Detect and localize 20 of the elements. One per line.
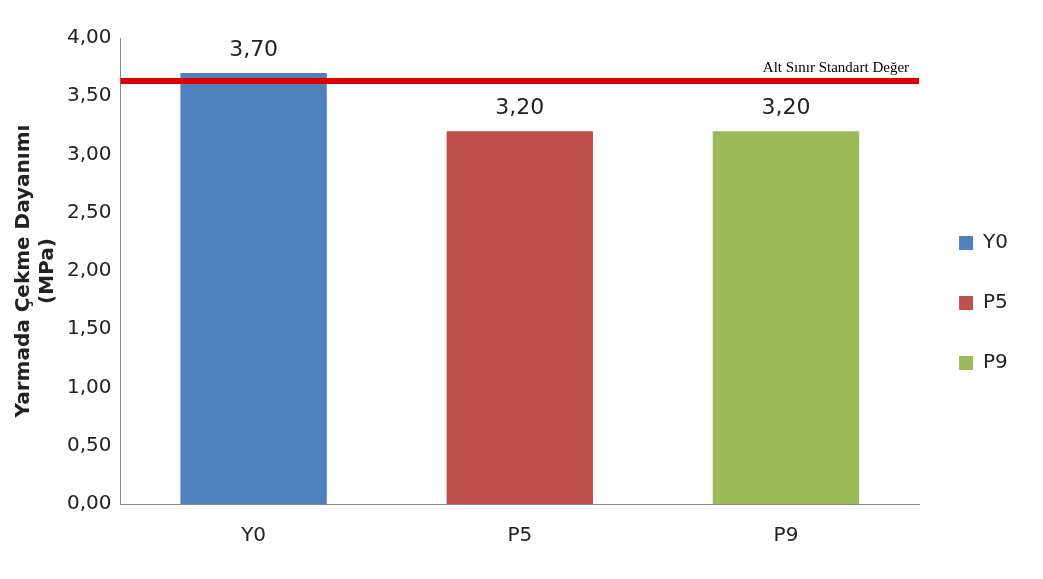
data-label: 3,20 xyxy=(495,93,545,119)
y-tick-label: 3,50 xyxy=(67,82,112,107)
x-tick-label: Y0 xyxy=(240,522,267,547)
y-tick-label: 0,50 xyxy=(67,431,112,456)
data-label: 3,20 xyxy=(761,93,811,119)
y-tick-label: 3,00 xyxy=(67,140,112,165)
x-tick-label: P5 xyxy=(507,522,533,547)
y-tick-label: 1,00 xyxy=(67,373,112,398)
ref-line-label: Alt Sınır Standart Değer xyxy=(762,58,910,75)
y-tick-label: 4,00 xyxy=(67,24,112,49)
x-tick-label: P9 xyxy=(773,522,799,547)
legend-label: P5 xyxy=(983,289,1008,314)
data-label: 3,70 xyxy=(229,35,279,61)
legend-label: P9 xyxy=(983,349,1008,374)
y-tick-label: 0,00 xyxy=(67,490,112,515)
y-tick-label: 1,50 xyxy=(67,315,112,340)
y-tick-label: 2,50 xyxy=(67,198,112,223)
legend-label: Y0 xyxy=(982,229,1009,254)
y-tick-label: 2,00 xyxy=(67,257,112,282)
y-axis-title: Yarmada Çekme Dayanımı (MPa) xyxy=(10,124,59,419)
